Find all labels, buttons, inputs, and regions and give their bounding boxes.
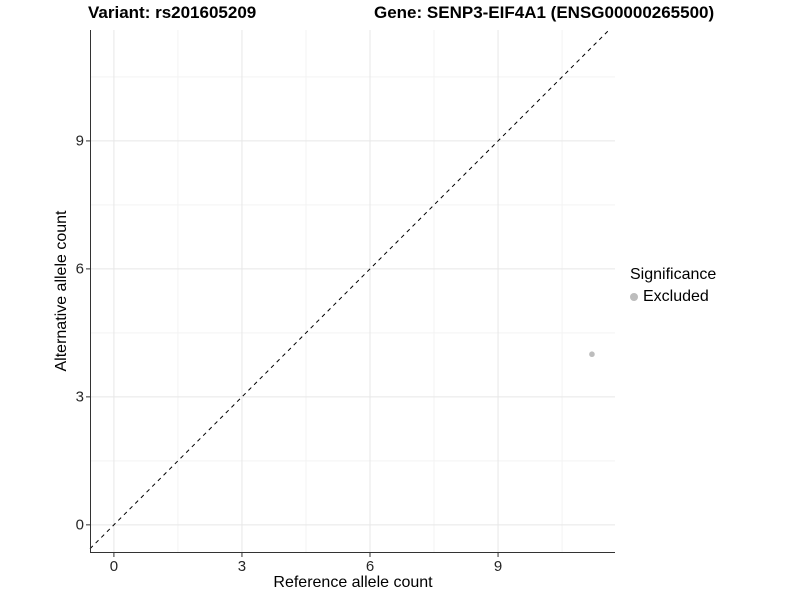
y-axis-tick-label: 9 bbox=[75, 132, 84, 150]
identity-reference-line bbox=[89, 29, 610, 550]
x-axis-tick-label: 6 bbox=[365, 558, 375, 575]
gene-title: Gene: SENP3-EIF4A1 (ENSG00000265500) bbox=[374, 3, 715, 22]
y-axis-tick-label: 0 bbox=[75, 516, 84, 534]
y-axis-tick-label: 3 bbox=[75, 388, 84, 406]
plot-panel bbox=[86, 29, 615, 557]
legend: Significance Excluded bbox=[630, 266, 716, 306]
data-point bbox=[589, 351, 595, 358]
y-axis-title: Alternative allele count bbox=[53, 210, 70, 372]
x-axis-tick-label: 9 bbox=[493, 558, 503, 575]
x-axis-title: Reference allele count bbox=[273, 574, 433, 591]
legend-point-icon bbox=[630, 293, 638, 301]
x-axis-tick-label: 0 bbox=[109, 558, 119, 575]
variant-title: Variant: rs201605209 bbox=[88, 3, 257, 22]
scatter-plot-canvas bbox=[86, 29, 615, 557]
legend-title: Significance bbox=[630, 266, 717, 283]
legend-entry: Excluded bbox=[630, 288, 716, 306]
y-axis-tick-label: 6 bbox=[75, 260, 84, 278]
legend-entry-label: Excluded bbox=[643, 288, 709, 305]
x-axis-tick-label: 3 bbox=[237, 558, 247, 575]
legend-entries: Excluded bbox=[630, 288, 716, 306]
